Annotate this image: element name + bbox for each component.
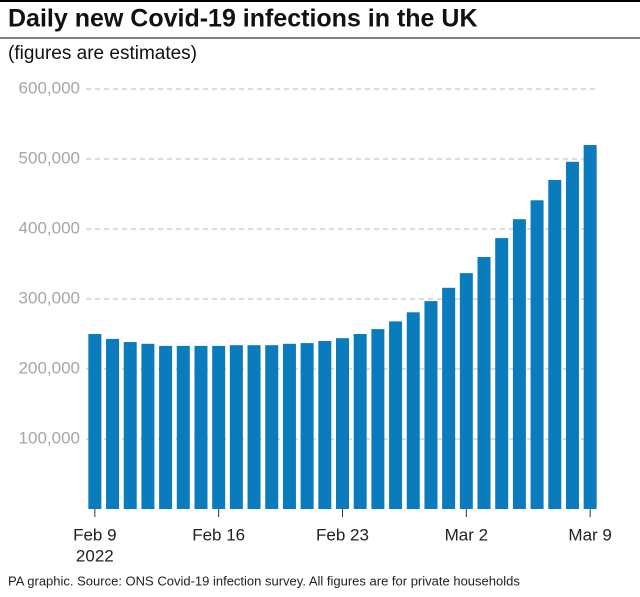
y-tick-label: 600,000 [19, 78, 80, 97]
x-tick-label: Feb 23 [316, 525, 369, 544]
bar [406, 312, 420, 509]
source: PA graphic. Source: ONS Covid-19 infecti… [8, 573, 520, 588]
bar [336, 338, 349, 509]
bar [282, 343, 296, 509]
y-tick-label: 300,000 [19, 288, 80, 307]
y-tick-label: 100,000 [19, 428, 80, 447]
x-tick-label: Mar 2 [445, 525, 488, 544]
x-tick-label: Feb 9 [73, 525, 116, 544]
x-tick-label: Feb 16 [192, 525, 245, 544]
bar [477, 257, 491, 509]
y-tick-label: 500,000 [19, 148, 80, 167]
bar [318, 341, 332, 509]
bar [176, 345, 190, 509]
bar [229, 345, 243, 509]
bar [247, 345, 261, 509]
bar [88, 334, 102, 509]
bar [495, 238, 509, 509]
bar [300, 343, 314, 509]
bar [442, 287, 456, 509]
bar [212, 345, 226, 509]
y-tick-label: 200,000 [19, 358, 80, 377]
bar [389, 321, 403, 509]
bar [123, 342, 137, 509]
x-year-label: 2022 [76, 546, 114, 565]
bar [583, 145, 597, 509]
bar [159, 345, 173, 509]
bar [424, 301, 438, 509]
bar [371, 329, 385, 509]
bar [512, 219, 526, 509]
bar [265, 345, 279, 509]
subtitle: (figures are estimates) [8, 43, 197, 64]
bar [548, 180, 562, 509]
bar [565, 161, 579, 510]
bar [353, 334, 367, 509]
bar [106, 338, 120, 509]
chart-title: Daily new Covid-19 infections in the UK [8, 5, 478, 33]
bar [459, 273, 473, 509]
bar [530, 200, 544, 510]
y-tick-label: 400,000 [19, 218, 80, 237]
x-tick-label: Mar 9 [568, 525, 611, 544]
bar [194, 345, 208, 509]
bar [141, 343, 155, 509]
